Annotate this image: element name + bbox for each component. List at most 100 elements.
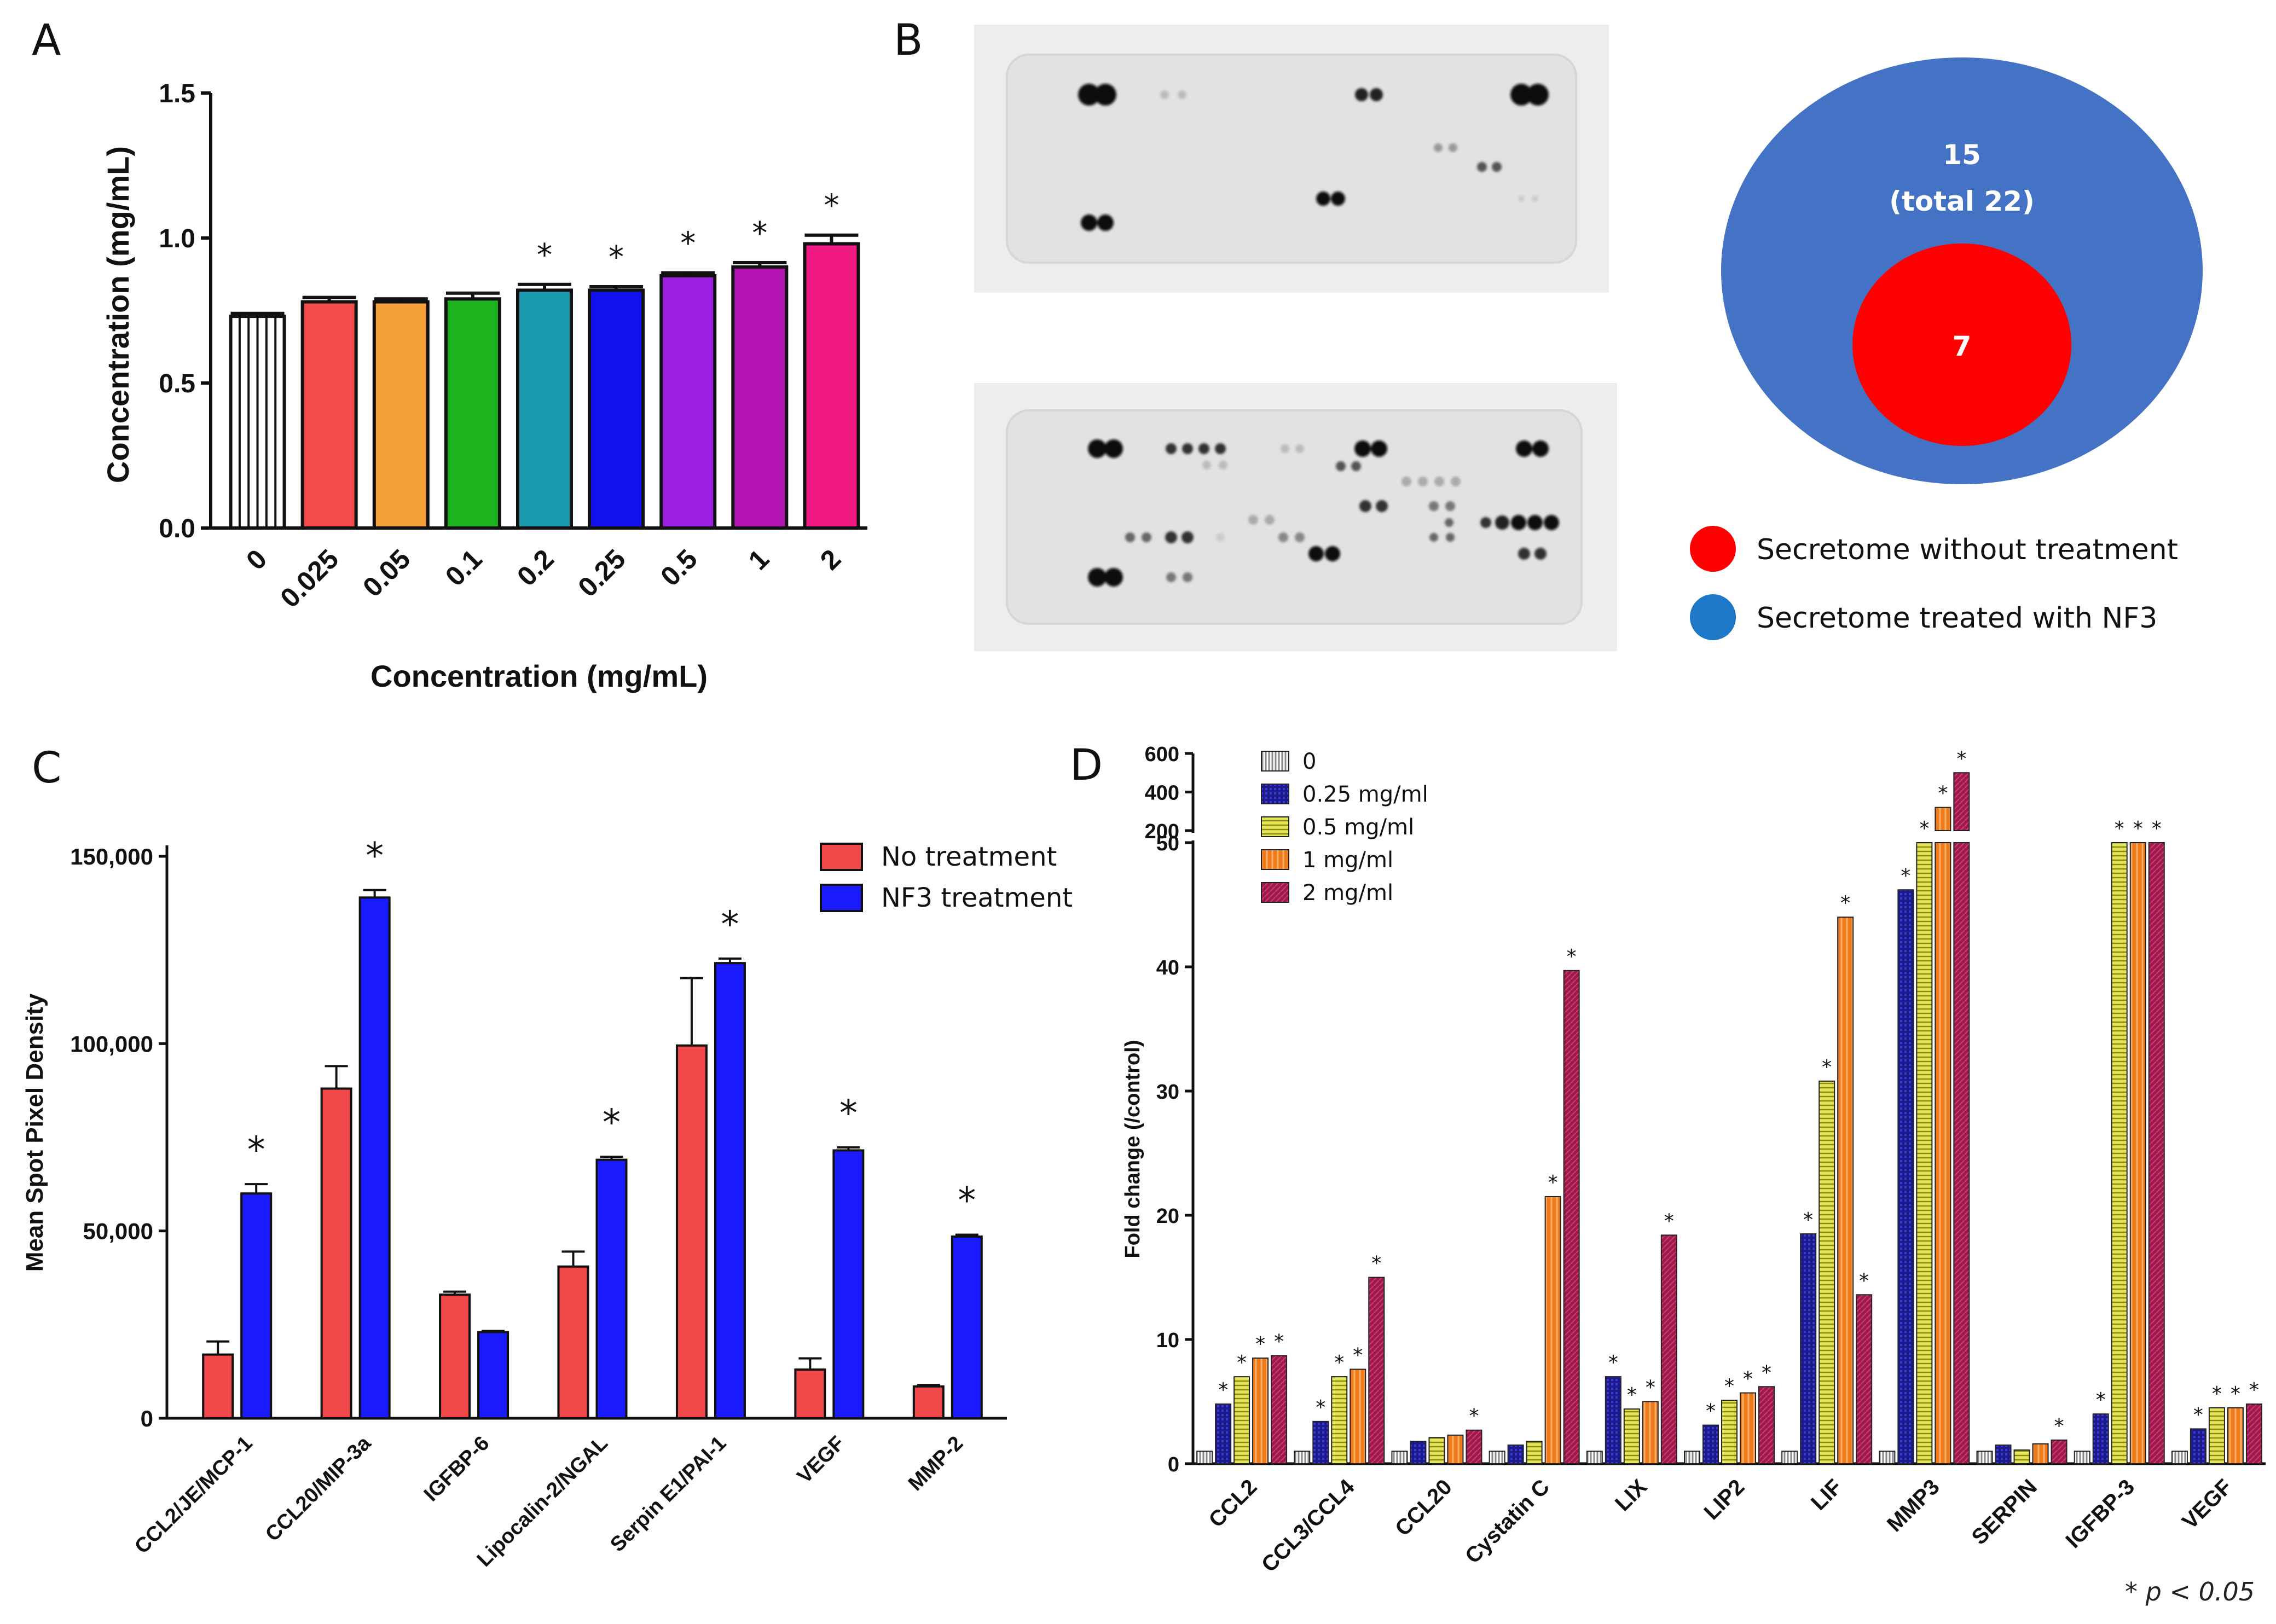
y-tick-label: 0.0 — [159, 514, 195, 543]
x-tick-label: CCL2/JE/MCP-1 — [130, 1432, 257, 1558]
bar — [2129, 842, 2146, 1464]
bar — [951, 1235, 983, 1420]
y-tick-label: 1.0 — [159, 224, 195, 253]
significance-star: * — [537, 237, 552, 273]
blot-image-untreated — [974, 25, 1609, 293]
bar — [1976, 1451, 1993, 1465]
blot-spot — [1125, 532, 1135, 542]
blot-spot — [1518, 195, 1525, 202]
significance-star: * — [247, 1129, 265, 1171]
y-tick-label: 0 — [141, 1406, 153, 1431]
bar — [240, 1192, 273, 1419]
x-tick-label: VEGF — [793, 1432, 849, 1488]
blot-spot — [1094, 84, 1116, 106]
significance-star: * — [2193, 1403, 2203, 1426]
x-tick-label: LIX — [1611, 1475, 1652, 1516]
significance-star: * — [603, 1101, 621, 1144]
blot-spot — [1097, 214, 1114, 231]
y-tick-label: 50 — [1156, 832, 1179, 855]
blot-spot — [1104, 568, 1123, 587]
significance-star: * — [1353, 1344, 1363, 1366]
significance-star: * — [2212, 1383, 2222, 1405]
axis-break-gap — [1182, 833, 2276, 840]
bar — [477, 1331, 509, 1419]
y-tick-label: 1.5 — [159, 79, 195, 108]
y-tick-label: 20 — [1156, 1205, 1179, 1228]
significance-star: * — [1822, 1056, 1832, 1078]
blot-spot — [1445, 518, 1453, 527]
blot-spot — [1278, 532, 1288, 542]
blot-spot — [1446, 533, 1455, 542]
significance-star: * — [1646, 1377, 1655, 1399]
bar — [1526, 1441, 1543, 1464]
legend-label: NF3 treatment — [881, 883, 1073, 913]
significance-star: * — [721, 903, 739, 946]
x-tick-label: 2 — [814, 543, 847, 576]
bar — [588, 288, 645, 530]
blot-spot — [1355, 88, 1368, 101]
bar — [595, 1158, 628, 1420]
x-tick-label: IGFBP-3 — [2061, 1475, 2139, 1553]
significance-star: * — [1724, 1375, 1734, 1397]
blot-spot — [1449, 143, 1457, 152]
blot-spot — [1295, 532, 1305, 542]
bar — [1312, 1420, 1329, 1465]
x-tick-label: Serpin E1/PAI-1 — [606, 1432, 731, 1557]
y-axis-title: Concentration (mg/mL) — [101, 146, 135, 483]
x-tick-label: 0.025 — [274, 543, 344, 613]
x-tick-label: 0.2 — [511, 543, 560, 592]
bar — [659, 274, 717, 530]
blot-spot — [1516, 440, 1532, 457]
significance-star: * — [1334, 1352, 1344, 1374]
significance-star: * — [1371, 1252, 1381, 1275]
bar — [1447, 1434, 1464, 1465]
x-tick-label: LIF — [1806, 1475, 1847, 1515]
y-tick-label: 0.5 — [159, 369, 195, 398]
x-tick-label: 0 — [240, 543, 273, 576]
bar — [1781, 1451, 1798, 1465]
x-tick-label: SERPIN — [1967, 1475, 2041, 1549]
blot-spot — [1429, 501, 1439, 511]
bar — [202, 1353, 234, 1420]
x-tick-label: VEGF — [2177, 1475, 2237, 1534]
blot-spot — [1183, 572, 1192, 582]
legend-label: 2 mg/ml — [1302, 880, 1393, 906]
bar — [1466, 1429, 1482, 1464]
y-tick-label: 150,000 — [70, 844, 153, 869]
legend-swatch — [1261, 816, 1289, 837]
panel-b: 15 (total 22) 7 Secretome without treatm… — [974, 25, 2203, 651]
legend-label: 0.5 mg/ml — [1302, 815, 1414, 840]
legend-marker-nf3 — [1690, 594, 1736, 640]
bar-upper-segment — [1935, 807, 1951, 831]
blot-spot — [1215, 443, 1226, 454]
bar — [2092, 1413, 2109, 1464]
blot-spot — [1434, 477, 1444, 486]
bar — [1563, 970, 1580, 1465]
x-tick-label: CCL20 — [1391, 1475, 1457, 1541]
blot-spot — [1418, 477, 1428, 486]
significance-star: * — [2231, 1383, 2240, 1405]
x-tick-label: 0.25 — [572, 543, 631, 602]
x-tick-label: IGFBP-6 — [420, 1432, 494, 1506]
legend-label: 0.25 mg/ml — [1302, 782, 1428, 807]
bar — [794, 1368, 826, 1420]
significance-star: * — [1706, 1400, 1716, 1423]
bar — [2148, 842, 2165, 1464]
significance-star: * — [1664, 1210, 1674, 1232]
significance-star: * — [1956, 747, 1966, 770]
significance-star: * — [609, 240, 624, 275]
significance-star: * — [1938, 782, 1948, 805]
blot-spot — [1078, 84, 1100, 106]
legend-label: No treatment — [881, 842, 1057, 872]
bar — [1758, 1386, 1775, 1465]
panel-label-a: A — [32, 16, 61, 65]
blot-spot — [1354, 440, 1371, 457]
significance-star: * — [1237, 1352, 1247, 1374]
y-tick-label: 100,000 — [70, 1031, 153, 1057]
blot-spot — [1160, 90, 1169, 99]
bar — [1368, 1277, 1385, 1464]
x-tick-label: CCL2 — [1204, 1475, 1261, 1532]
bar — [320, 1087, 352, 1419]
significance-star: * — [366, 835, 384, 877]
panel-label-b: B — [894, 16, 923, 65]
